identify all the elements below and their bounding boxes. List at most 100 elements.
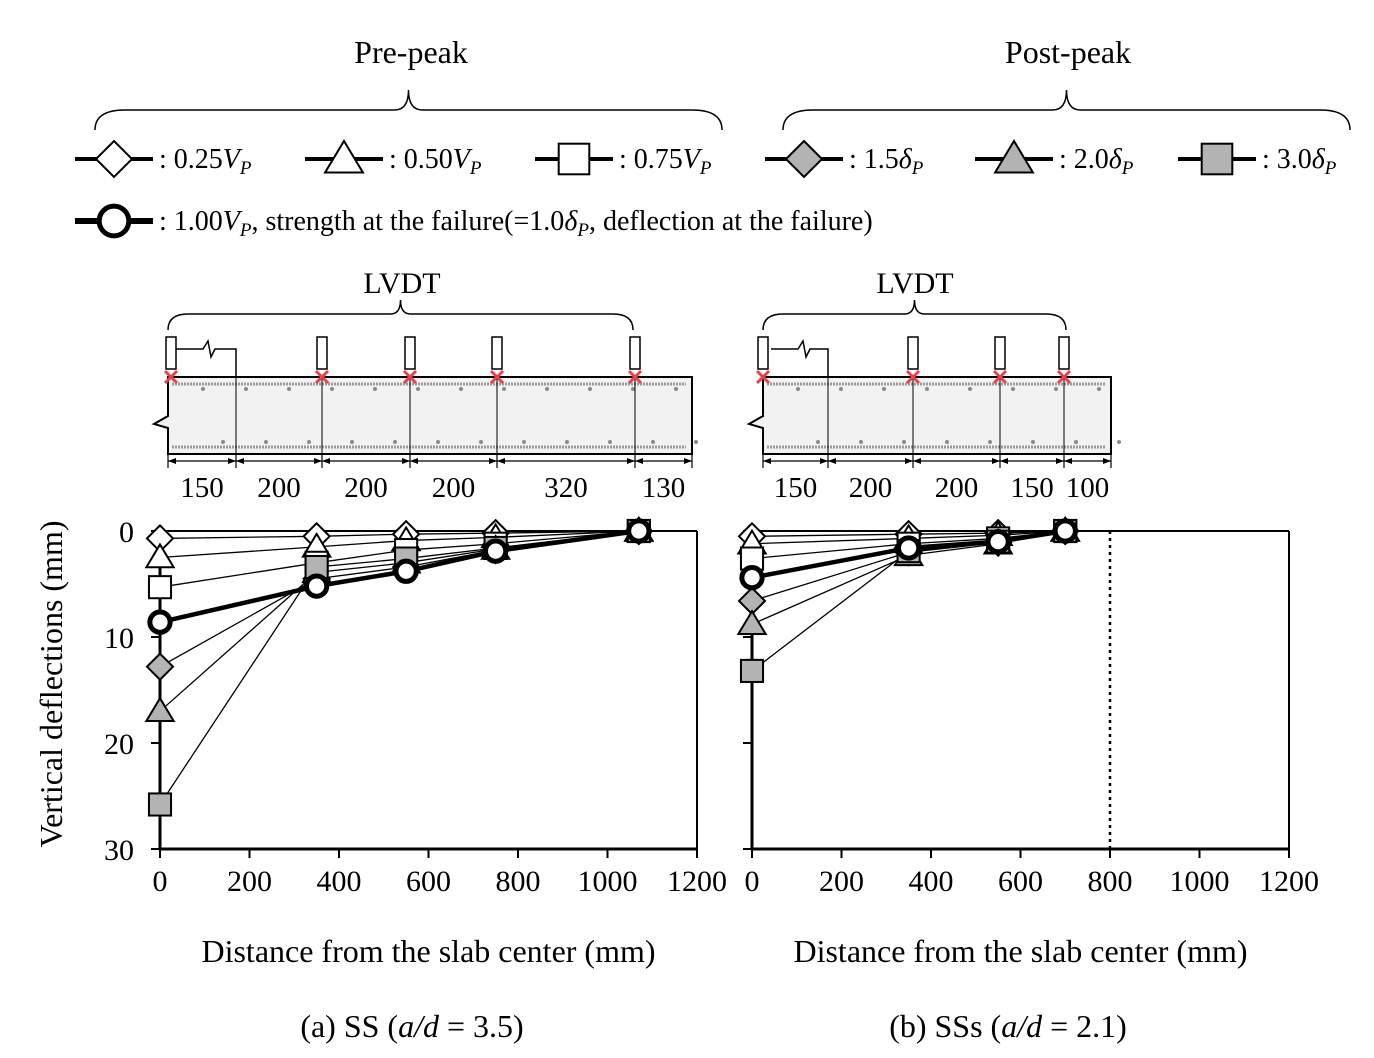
lvdt-sensor [404, 336, 416, 370]
lvdt-sensor [994, 336, 1006, 370]
lvdt-mark [314, 369, 330, 385]
lvdt-mark [755, 369, 771, 385]
data-point [144, 542, 176, 569]
x-tick-label: 0 [745, 865, 760, 898]
dimension-label: 150 [180, 472, 224, 504]
dimension-label: 200 [849, 472, 893, 504]
legend-brace-post [782, 89, 1351, 131]
data-point [626, 518, 652, 544]
rebar-dot [674, 387, 678, 391]
rebar-dot [925, 387, 929, 391]
rebar-dot [1074, 440, 1078, 444]
x-tick-label: 0 [153, 865, 168, 898]
lvdt-mark [1056, 369, 1072, 385]
rebar-dot [796, 387, 800, 391]
legend-marker-triangle [993, 139, 1035, 174]
legend-entry-d15: : 1.5δP [765, 139, 924, 179]
dimension-arrow [1000, 458, 1008, 464]
dimension-arrow [236, 458, 244, 464]
rebar-dot [221, 440, 225, 444]
lvdt-sensor [1058, 336, 1070, 370]
y-tick-label: 20 [104, 728, 134, 761]
data-point [739, 565, 765, 591]
dimension-label: 200 [257, 472, 301, 504]
data-point [147, 575, 173, 600]
rebar-dot [373, 387, 377, 391]
x-axis-label: Distance from the slab center (mm) [793, 933, 1247, 969]
rebar-dot [287, 387, 291, 391]
lvdt-mark [627, 369, 643, 385]
rebar-dot [588, 387, 592, 391]
lvdt-mark [905, 369, 921, 385]
rebar-dot [631, 387, 635, 391]
data-point [147, 792, 173, 817]
data-point [1052, 518, 1078, 544]
rebar-dot [839, 387, 843, 391]
dimension-arrow [228, 458, 236, 464]
series-line-p025 [751, 530, 1066, 537]
legend-marker-square [1200, 142, 1234, 176]
panel-caption: (b) SSs (a/d = 2.1) [889, 1008, 1127, 1044]
rebar-dot [1011, 387, 1015, 391]
panel-caption: (a) SS (a/d = 3.5) [300, 1008, 523, 1044]
data-point [739, 658, 765, 683]
dimension-label: 320 [544, 472, 588, 504]
rebar-dot [1031, 440, 1035, 444]
dimension-arrow [410, 458, 418, 464]
dimension-arrow [1056, 458, 1064, 464]
rebar-dot [988, 440, 992, 444]
dimension-arrow [828, 458, 836, 464]
rebar-dot [393, 440, 397, 444]
series-p100 [147, 518, 652, 635]
series-p100 [739, 518, 1078, 591]
x-axis-label: Distance from the slab center (mm) [201, 933, 655, 969]
rebar-dot [1097, 387, 1101, 391]
x-tick-label: 200 [227, 865, 272, 898]
rebar-dot [459, 387, 463, 391]
column-stub [176, 338, 237, 377]
data-point [393, 558, 419, 584]
rebar-dot [1054, 387, 1058, 391]
series-line-p050 [751, 530, 1066, 545]
data-point [145, 652, 175, 682]
data-point [303, 573, 330, 599]
dimension-arrow [820, 458, 828, 464]
chart-b: 0 200 400 600 800 1000 1200 Distance from the s… [736, 516, 1319, 1044]
dimension-arrow [322, 458, 330, 464]
legend-brace-pre [94, 89, 723, 131]
rebar-dot [651, 440, 655, 444]
legend-marker-triangle [323, 139, 365, 174]
legend-entry-d30: : 3.0δP [1178, 142, 1337, 179]
legend-marker-diamond [784, 139, 824, 179]
dimension-arrow [992, 458, 1000, 464]
rebar-dot [565, 440, 569, 444]
legend-label-d20: : 2.0δP [1059, 144, 1134, 179]
rebar-dot [545, 387, 549, 391]
rebar-dot [882, 387, 886, 391]
legend-label-p050: : 0.50VP [389, 144, 482, 179]
legend-label-failure: : 1.00VP, strength at the failure(=1.0δP… [159, 206, 873, 241]
lvdt-sensor [165, 336, 177, 370]
y-tick-label: 10 [104, 622, 134, 655]
rebar-dot [1117, 440, 1121, 444]
lvdt-brace [762, 299, 1067, 331]
dimension-arrow [489, 458, 497, 464]
lvdt-sensor [629, 336, 641, 370]
data-point [895, 535, 922, 561]
x-tick-label: 800 [1088, 865, 1133, 898]
data-point [736, 609, 768, 636]
rebar-dot [694, 440, 698, 444]
dimension-label: 200 [344, 472, 388, 504]
dimension-arrow [905, 458, 913, 464]
rebar-dot [416, 387, 420, 391]
lvdt-schematic-b: LVDT 150 200 200 150 100 [746, 267, 1121, 504]
dimension-label: 130 [642, 472, 686, 504]
dimension-arrow [763, 458, 771, 464]
legend-label-p075: : 0.75VP [619, 144, 712, 179]
y-tick-label: 30 [104, 834, 134, 867]
rebar-dot [479, 440, 483, 444]
data-point [985, 528, 1011, 555]
dimension-arrow [168, 458, 176, 464]
legend-group-post: Post-peak [1005, 34, 1131, 70]
